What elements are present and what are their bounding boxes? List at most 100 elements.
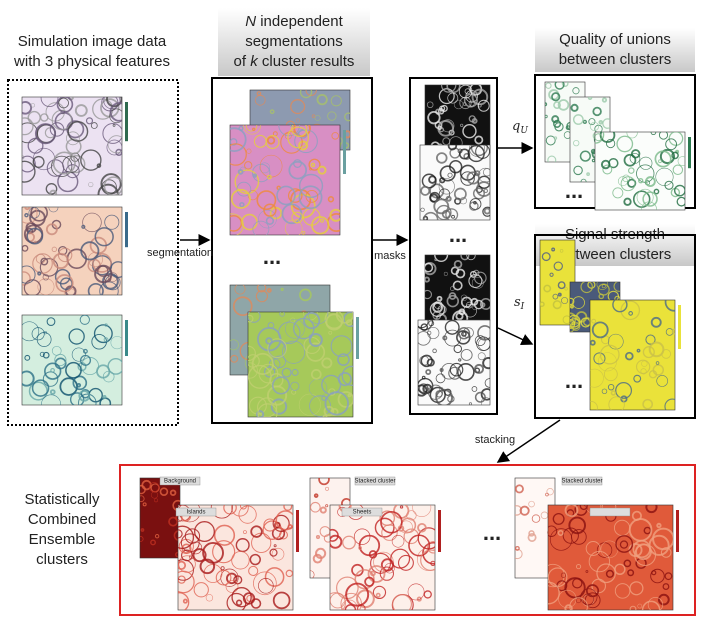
swirl [104,323,108,327]
swirl [453,260,463,269]
swirl [272,591,291,610]
swirl [655,167,674,186]
swirl [580,282,593,294]
plot [329,504,441,611]
swirl [599,132,616,143]
swirl [457,327,471,340]
swirl [636,188,654,206]
swirl [71,347,86,362]
swirl [641,201,657,210]
plot-label: Stacked cluster [354,479,395,485]
swirl [325,486,329,491]
swirl [443,271,448,276]
swirl [480,388,490,401]
swirl [677,156,685,167]
swirl [39,351,45,357]
swirl [616,135,634,153]
swirl [81,224,86,229]
swirl [462,123,477,139]
swirl [433,198,450,215]
swirl [515,548,523,560]
swirl [331,132,339,140]
swirl [430,560,435,566]
swirl [623,559,632,568]
swirl [324,312,344,330]
swirl [428,175,437,184]
swirl [554,82,565,90]
swirl [558,589,577,609]
swirl [636,348,641,353]
swirl [590,368,604,388]
swirl [30,103,35,108]
texture [540,247,575,325]
swirl [49,189,58,195]
swirl [531,514,541,523]
swirl [230,354,239,363]
swirl [243,530,247,534]
swirl [90,122,98,129]
swirl [178,559,194,581]
swirl [37,271,42,276]
colorbar [125,212,128,248]
swirl [265,337,273,345]
swirl [80,241,100,261]
swirl [471,386,478,392]
swirl [560,572,566,578]
swirl [309,395,331,417]
arrow [496,419,561,463]
swirl [109,102,122,122]
swirl [141,479,152,491]
swirl [57,247,73,263]
swirl [614,583,631,599]
swirl [645,334,656,345]
swirl [587,282,596,289]
swirl [645,505,658,514]
swirl [600,159,611,170]
swirl [22,100,33,115]
swirl [473,200,477,205]
swirl [466,301,473,309]
swirl [570,103,579,112]
swirl [341,365,353,387]
swirl [603,367,618,382]
swirl [230,213,244,235]
result-title: Statistically [24,491,100,508]
swirl [579,505,588,511]
texture [420,145,490,220]
swirl [93,324,113,344]
swirl [468,100,475,107]
swirl [557,99,570,111]
plot [424,84,491,154]
swirl [435,388,454,405]
swirl [453,344,463,354]
swirl [652,364,665,376]
swirl [483,188,489,194]
swirl [248,345,256,362]
swirl [412,505,432,517]
swirl [620,300,641,321]
swirl [642,191,658,207]
plot [419,144,491,221]
swirl [391,535,405,548]
swirl [290,381,300,391]
colorbar [125,102,128,142]
swirl [80,149,102,171]
swirl [615,382,633,399]
result-title: clusters [36,551,88,568]
swirl [585,541,601,556]
swirl [24,354,31,361]
swirl [248,565,259,577]
swirl [273,544,277,548]
swirl [22,207,38,224]
swirl [571,529,587,545]
swirl [399,505,404,509]
swirl [650,316,662,328]
swirl [325,313,343,331]
swirl [552,293,559,300]
swirl [435,373,446,384]
swirl [515,484,524,494]
swirl [575,564,582,570]
swirl [463,93,478,108]
swirl [425,289,433,300]
plot [547,504,679,611]
